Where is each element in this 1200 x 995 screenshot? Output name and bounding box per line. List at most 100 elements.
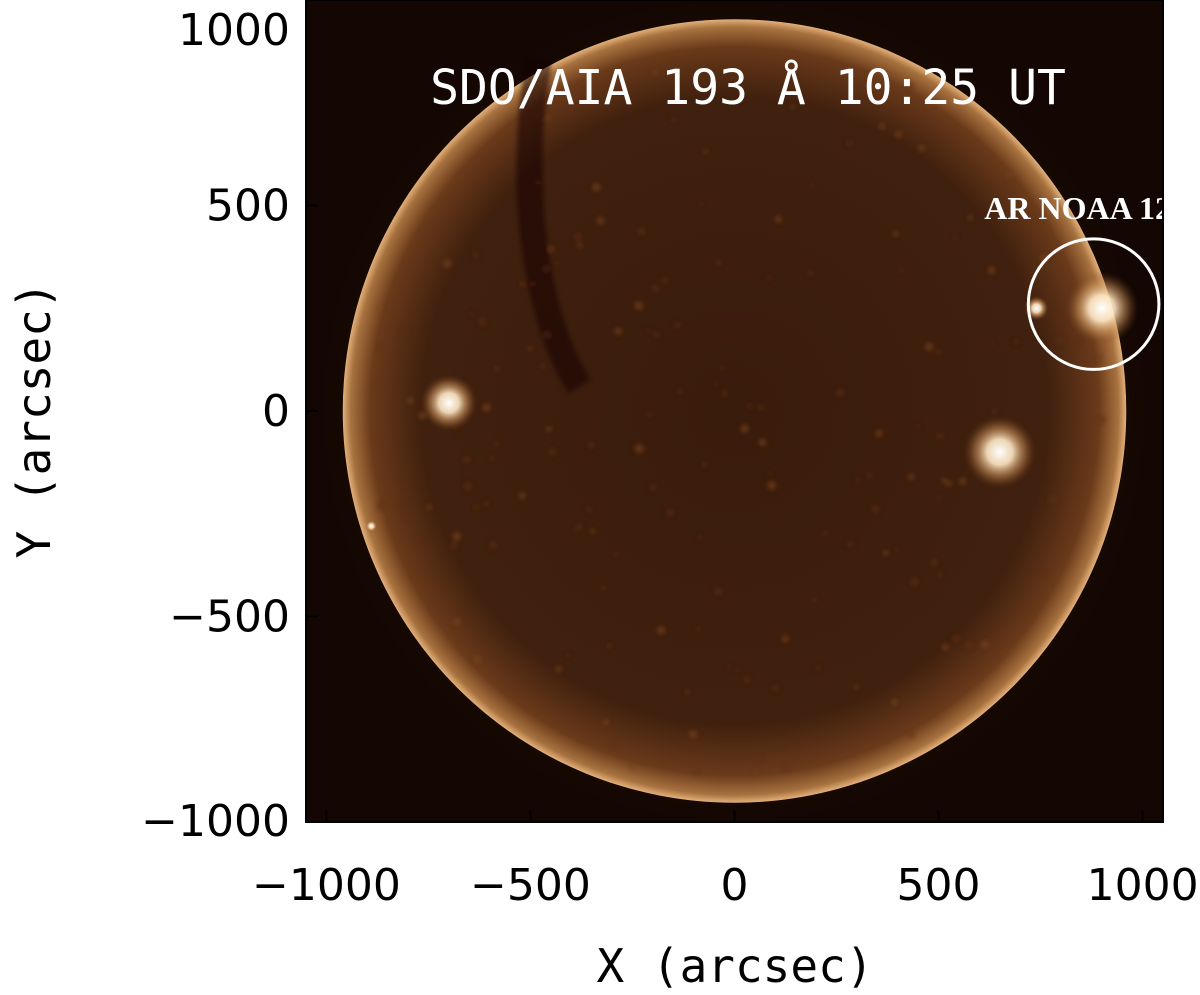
disk-bright-point <box>951 634 960 643</box>
disk-bright-point <box>743 676 751 683</box>
disk-bright-point <box>891 698 898 706</box>
disk-bright-point <box>991 342 995 346</box>
disk-bright-point <box>935 349 942 355</box>
disk-bright-point <box>592 183 601 192</box>
disk-bright-point <box>772 684 779 692</box>
disk-bright-point <box>653 331 660 337</box>
disk-bright-point <box>666 509 674 517</box>
disk-bright-point <box>758 438 767 447</box>
disk-bright-point <box>449 541 458 550</box>
disk-bright-point <box>695 626 701 632</box>
dark-filament <box>516 59 591 394</box>
disk-bright-point <box>822 531 828 536</box>
y-tick-label: −1000 <box>141 796 290 847</box>
disk-bright-point <box>463 481 473 491</box>
disk-bright-point <box>649 484 656 491</box>
disk-bright-point <box>677 389 683 395</box>
disk-bright-point <box>596 216 605 225</box>
disk-bright-point <box>894 547 899 552</box>
disk-bright-point <box>875 429 883 437</box>
disk-bright-point <box>396 502 404 509</box>
disk-bright-point <box>555 665 562 673</box>
disk-bright-point <box>714 587 723 596</box>
disk-bright-point <box>656 626 666 635</box>
disk-bright-point <box>548 447 557 456</box>
disk-bright-point <box>607 643 612 648</box>
active-region-label: AR NOAA 12644 <box>984 190 1200 226</box>
disk-bright-point <box>652 70 658 76</box>
disk-bright-point <box>936 432 944 440</box>
disk-bright-point <box>546 115 552 120</box>
disk-bright-point <box>452 532 462 541</box>
disk-bright-point <box>927 101 933 108</box>
disk-bright-point <box>546 426 552 432</box>
x-axis-title: X (arcsec) <box>597 939 874 993</box>
disk-bright-point <box>767 472 772 476</box>
disk-bright-point <box>727 665 731 669</box>
disk-bright-point <box>647 411 652 417</box>
disk-bright-point <box>634 301 643 310</box>
disk-bright-point <box>407 397 414 404</box>
disk-bright-point <box>702 463 707 467</box>
disk-bright-point <box>1055 336 1064 345</box>
disk-bright-point <box>871 504 880 513</box>
disk-bright-point <box>462 456 471 464</box>
disk-bright-point <box>1077 338 1082 344</box>
active-region-glow <box>365 519 378 533</box>
disk-bright-point <box>991 408 998 415</box>
y-tick-label: 500 <box>206 181 290 232</box>
active-region-glow <box>963 415 1037 489</box>
disk-bright-point <box>1006 171 1012 178</box>
disk-bright-point <box>601 586 605 590</box>
disk-bright-point <box>577 242 583 248</box>
disk-bright-point <box>670 117 676 123</box>
active-region-circle <box>1026 237 1161 371</box>
y-tick-label: 0 <box>262 386 290 437</box>
plot-area: AR NOAA 12644 SDO/AIA 193 Å 10:25 UT <box>306 0 1200 822</box>
disk-bright-point <box>494 366 499 371</box>
disk-bright-point <box>855 478 860 483</box>
disk-bright-point <box>674 321 681 328</box>
disk-bright-point <box>699 201 703 205</box>
disk-bright-point <box>867 473 872 477</box>
disk-bright-point <box>489 541 497 549</box>
disk-bright-point <box>753 770 759 776</box>
disk-bright-point <box>637 227 646 236</box>
disk-bright-point <box>614 327 622 335</box>
disk-bright-point <box>402 515 409 521</box>
disk-texture <box>375 59 1106 776</box>
disk-bright-point <box>603 718 609 725</box>
disk-bright-point <box>1099 416 1106 424</box>
y-tick-label: 1000 <box>178 5 290 56</box>
disk-bright-point <box>548 246 555 252</box>
disk-bright-point <box>443 259 452 268</box>
disk-bright-point <box>719 365 724 370</box>
disk-bright-point <box>925 342 934 351</box>
disk-bright-point <box>376 501 386 510</box>
disk-bright-point <box>899 267 904 273</box>
disk-bright-point <box>630 766 634 771</box>
disk-bright-point <box>478 318 487 326</box>
disk-bright-point <box>400 328 409 337</box>
disk-bright-point <box>964 641 973 650</box>
disk-bright-point <box>555 261 559 266</box>
disk-bright-point <box>714 382 718 386</box>
disk-bright-point <box>916 424 921 429</box>
disk-bright-point <box>810 183 814 187</box>
disk-bright-point <box>967 214 974 221</box>
disk-bright-point <box>807 270 813 276</box>
disk-bright-point <box>774 215 782 223</box>
disk-bright-point <box>959 477 967 486</box>
disk-bright-point <box>883 550 889 556</box>
x-tick-label: 500 <box>897 860 981 911</box>
disk-bright-point <box>574 528 578 532</box>
disk-bright-point <box>930 558 938 567</box>
disk-bright-point <box>474 505 478 510</box>
disk-bright-point <box>936 571 943 578</box>
disk-bright-point <box>908 473 915 480</box>
disk-bright-point <box>527 346 532 351</box>
disk-bright-point <box>893 231 899 237</box>
disk-bright-point <box>588 442 595 449</box>
disk-bright-point <box>815 665 821 671</box>
disk-bright-point <box>847 540 853 547</box>
